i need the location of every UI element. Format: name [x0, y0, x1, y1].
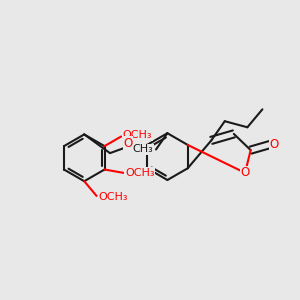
Text: O: O — [240, 166, 250, 179]
Text: O: O — [123, 137, 133, 150]
Text: CH₃: CH₃ — [132, 145, 153, 154]
Text: OCH₃: OCH₃ — [123, 130, 152, 140]
Text: OCH₃: OCH₃ — [125, 168, 154, 178]
Text: O: O — [270, 138, 279, 151]
Text: OCH₃: OCH₃ — [98, 192, 128, 203]
